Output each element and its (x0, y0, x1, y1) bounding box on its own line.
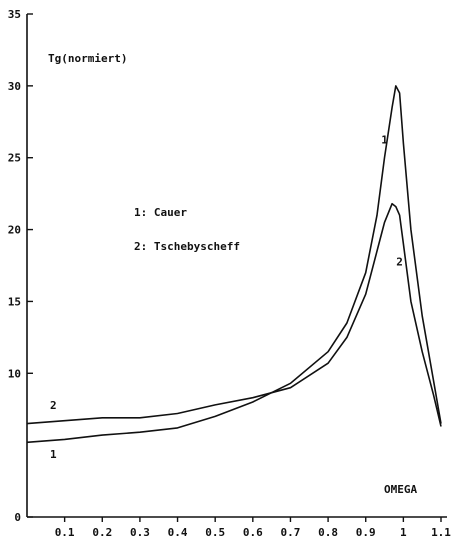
x-tick-label: 0.6 (243, 526, 263, 539)
series-line-2 (26, 202, 442, 427)
y-tick-label: 20 (8, 224, 21, 237)
x-tick-label: 0.2 (92, 526, 112, 539)
series-label-1: 1 (381, 133, 388, 146)
x-tick-label: 0.4 (168, 526, 188, 539)
x-tick-label: 1.1 (431, 526, 451, 539)
y-tick-label: 25 (8, 152, 21, 165)
y-tick-label: 15 (8, 295, 21, 308)
x-tick-label: 0.8 (318, 526, 338, 539)
series-group: 1 2 2 1 (26, 85, 442, 461)
y-ticks: 0 10 15 20 25 30 35 (8, 8, 33, 524)
series-line-1 (26, 85, 442, 444)
x-tick-label: 0.9 (356, 526, 376, 539)
series-start-label-1: 1 (50, 448, 57, 461)
y-tick-label: 0 (14, 511, 21, 524)
x-tick-label: 0.7 (281, 526, 301, 539)
x-tick-label: 0.1 (55, 526, 75, 539)
y-tick-label: 30 (8, 80, 21, 93)
y-tick-label: 10 (8, 367, 21, 380)
series-label-2: 2 (396, 256, 403, 269)
legend-entry-2: 2: Tschebyscheff (134, 240, 240, 253)
axes (26, 14, 447, 518)
y-axis-label: Tg(normiert) (48, 52, 127, 65)
y-tick-label: 35 (8, 8, 21, 21)
series-start-label-2: 2 (50, 399, 57, 412)
x-tick-label: 0.5 (205, 526, 225, 539)
x-tick-label: 0.3 (130, 526, 150, 539)
x-axis-label: OMEGA (384, 483, 417, 496)
x-ticks: 0.1 0.2 0.3 0.4 0.5 0.6 0.7 0.8 0.9 1 1.1 (55, 517, 451, 539)
x-tick-label: 1 (400, 526, 407, 539)
legend-entry-1: 1: Cauer (134, 206, 187, 219)
